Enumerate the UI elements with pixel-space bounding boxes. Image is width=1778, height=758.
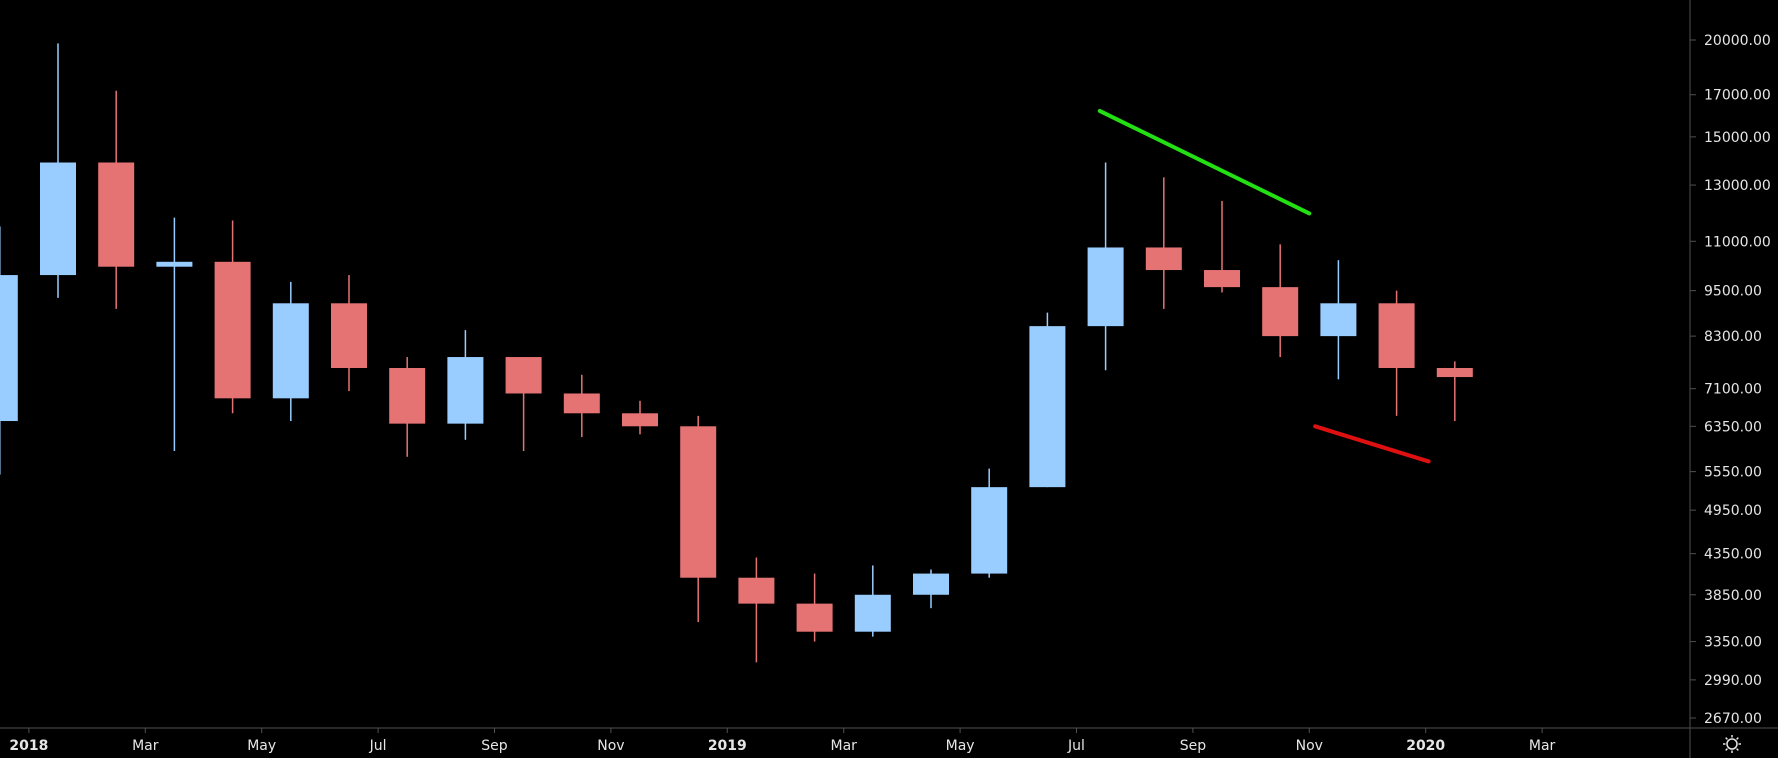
candle-body [389, 368, 426, 424]
candle-body [40, 162, 76, 276]
candle-body [796, 603, 833, 632]
x-tick-label: Jul [369, 738, 387, 754]
y-tick-label: 17000.00 [1704, 88, 1771, 104]
candle [1436, 361, 1473, 422]
y-tick-label: 6350.00 [1704, 419, 1762, 435]
y-tick-label: 4350.00 [1704, 547, 1762, 563]
candle [971, 468, 1008, 578]
trendline[interactable] [1313, 424, 1431, 464]
candle [1029, 312, 1066, 488]
trendline[interactable] [1097, 108, 1312, 216]
candle [331, 275, 367, 392]
candle-body [622, 413, 658, 427]
candle-body [1145, 247, 1182, 271]
candle [389, 357, 426, 457]
x-tick-label: Sep [481, 738, 508, 754]
candle [156, 217, 193, 452]
candle [272, 281, 309, 422]
candle [1204, 200, 1240, 293]
candle-body [98, 162, 135, 267]
candle-body [1204, 270, 1240, 288]
y-tick-label: 8300.00 [1704, 329, 1762, 345]
candle-body [505, 357, 542, 394]
candle-body [1262, 287, 1299, 337]
candle-body [1436, 368, 1473, 378]
candle [505, 357, 542, 452]
candle [1320, 260, 1357, 380]
y-tick-label: 5550.00 [1704, 465, 1762, 481]
candles-layer [0, 43, 1473, 663]
candle [796, 573, 833, 642]
x-tick-label: Mar [1529, 738, 1556, 754]
candle-body [272, 303, 309, 399]
y-tick-label: 2670.00 [1704, 711, 1762, 727]
y-tick-label: 3350.00 [1704, 635, 1762, 651]
x-tick-label: Nov [597, 738, 624, 754]
candle [1087, 162, 1124, 371]
candle [214, 220, 251, 414]
candle [1145, 177, 1182, 309]
candle-body [331, 303, 367, 369]
y-tick-label: 4950.00 [1704, 503, 1762, 519]
price-axis[interactable]: 20000.00 17000.00 15000.00 13000.00 11000.00… [1690, 33, 1771, 727]
gear-icon-ring [1726, 738, 1738, 750]
candle [0, 226, 18, 475]
x-tick-label: Jul [1067, 738, 1085, 754]
candle-body [1320, 303, 1357, 337]
candle-body [680, 426, 717, 578]
candle [854, 565, 891, 637]
candle-body [447, 357, 484, 424]
candle [98, 90, 135, 309]
candle [447, 330, 484, 440]
candle-body [1378, 303, 1415, 369]
x-tick-label: 2020 [1406, 738, 1445, 754]
y-tick-label: 9500.00 [1704, 284, 1762, 300]
y-tick-label: 2990.00 [1704, 673, 1762, 689]
y-tick-label: 20000.00 [1704, 33, 1771, 49]
gear-icon-tooth [1736, 737, 1739, 740]
trendlines-layer [1097, 108, 1431, 464]
x-tick-label: Sep [1180, 738, 1207, 754]
time-axis[interactable]: ov2018MarMayJulSepNov2019MarMayJulSepNov… [0, 728, 1556, 754]
candle [622, 400, 658, 435]
candle-body [0, 275, 18, 422]
candle [1378, 290, 1415, 416]
y-tick-label: 7100.00 [1704, 382, 1762, 398]
candle-body [1029, 326, 1066, 488]
x-tick-label: 2019 [708, 738, 747, 754]
candle [40, 43, 76, 298]
y-tick-label: 15000.00 [1704, 130, 1771, 146]
y-tick-label: 11000.00 [1704, 234, 1771, 250]
candle [1262, 244, 1299, 358]
y-tick-label: 13000.00 [1704, 178, 1771, 194]
candle [738, 557, 775, 663]
x-tick-label: 2018 [9, 738, 48, 754]
candle-body [738, 577, 775, 604]
candle [913, 569, 949, 609]
candle-body [854, 594, 891, 632]
x-tick-label: May [247, 738, 276, 754]
candle [563, 374, 600, 438]
y-tick-label: 3850.00 [1704, 588, 1762, 604]
candle-body [913, 573, 949, 595]
gear-icon-tooth [1725, 737, 1728, 740]
x-tick-label: May [946, 738, 975, 754]
x-tick-label: Mar [132, 738, 159, 754]
candle-body [563, 393, 600, 414]
gear-icon[interactable] [1723, 735, 1741, 753]
gear-icon-tooth [1736, 748, 1739, 751]
candle-body [971, 487, 1008, 574]
candle-body [1087, 247, 1124, 327]
x-tick-label: Mar [830, 738, 857, 754]
gear-icon-tooth [1725, 748, 1728, 751]
candle [680, 415, 717, 623]
x-tick-label: Nov [1296, 738, 1323, 754]
candle-body [156, 261, 193, 267]
candle-body [214, 261, 251, 399]
